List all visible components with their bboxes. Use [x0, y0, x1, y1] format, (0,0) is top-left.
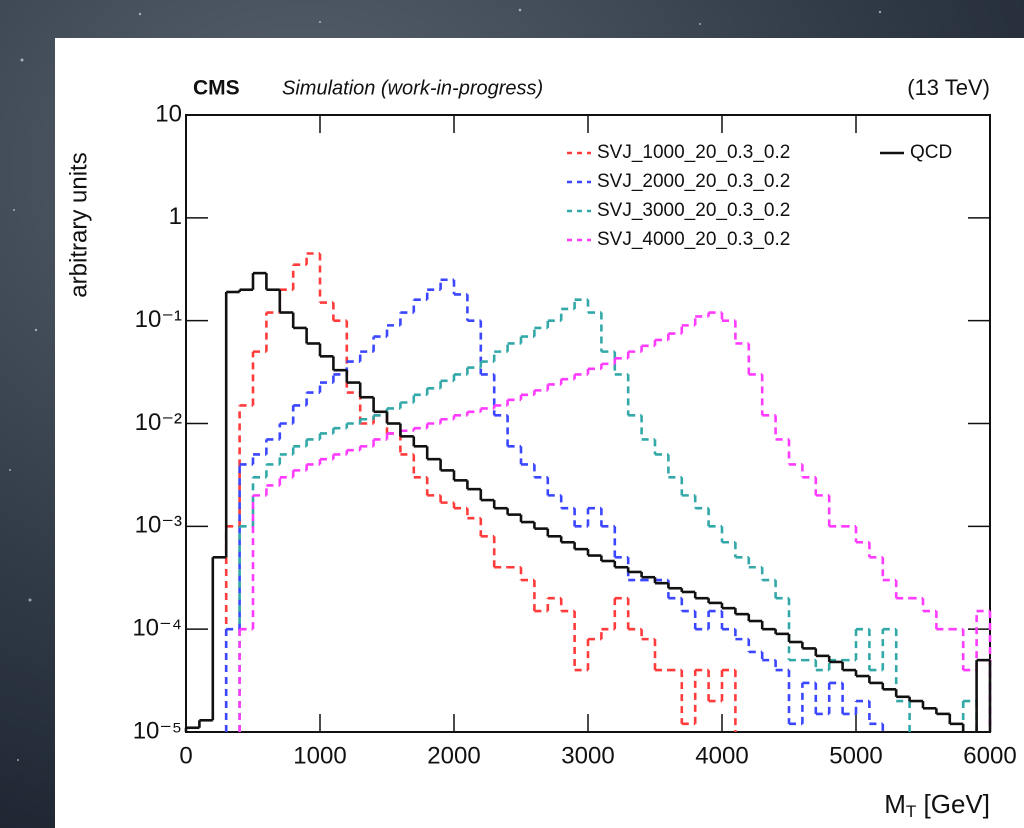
- y-tick-label: 10⁻²: [135, 409, 182, 436]
- subtitle: Simulation (work-in-progress): [282, 77, 543, 99]
- legend-label: SVJ_2000_20_0.3_0.2: [597, 171, 790, 192]
- x-tick-label: 4000: [695, 742, 748, 769]
- legend-label: SVJ_1000_20_0.3_0.2: [597, 142, 790, 163]
- x-axis-label-main: M: [884, 789, 906, 819]
- x-axis-label: MT [GeV]: [884, 789, 990, 822]
- x-tick-label: 0: [179, 742, 192, 769]
- x-tick-label: 1000: [293, 742, 346, 769]
- x-tick-label: 5000: [829, 742, 882, 769]
- y-tick-label: 10⁻⁵: [133, 717, 182, 744]
- x-axis-label-sub: T: [906, 802, 916, 821]
- legend-label: SVJ_3000_20_0.3_0.2: [597, 200, 790, 221]
- y-tick-label: 10⁻⁴: [132, 615, 182, 642]
- y-axis-label: arbitrary units: [65, 152, 92, 297]
- x-axis-label-unit: [GeV]: [916, 789, 990, 819]
- y-tick-label: 10: [155, 100, 182, 127]
- stars: [9, 8, 882, 761]
- y-tick-label: 10⁻³: [135, 512, 182, 539]
- legend-label: SVJ_4000_20_0.3_0.2: [597, 229, 790, 250]
- y-tick-label: 1: [169, 203, 182, 230]
- plot-panel: [55, 38, 1024, 828]
- energy-label: (13 TeV): [907, 75, 990, 100]
- x-tick-label: 6000: [963, 742, 1016, 769]
- experiment-label: CMS: [193, 77, 240, 100]
- x-tick-label: 2000: [427, 742, 480, 769]
- y-tick-label: 10⁻¹: [135, 306, 182, 333]
- legend-label: QCD: [910, 142, 952, 163]
- x-tick-label: 3000: [561, 742, 614, 769]
